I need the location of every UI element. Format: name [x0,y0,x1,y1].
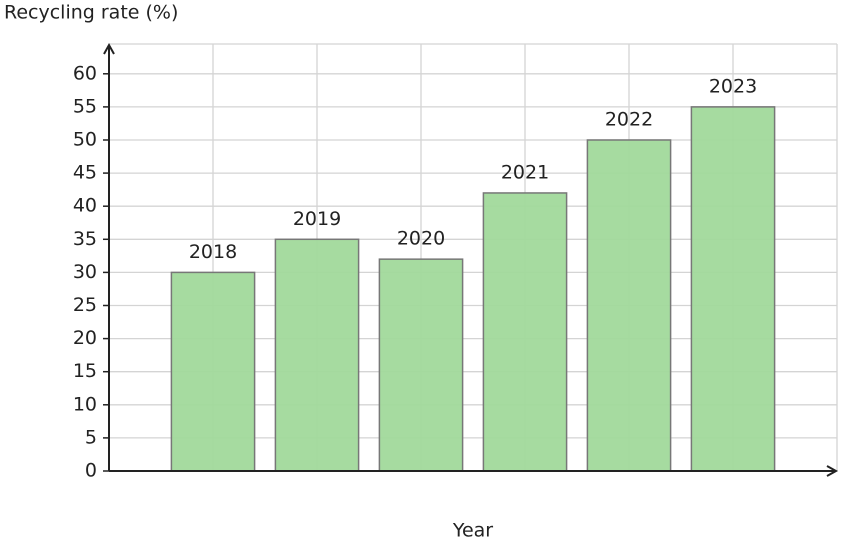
y-tick-label: 20 [73,327,97,349]
bar-label: 2023 [709,75,757,97]
y-tick-label: 0 [85,460,97,482]
y-axis [103,42,115,471]
y-tick-label: 50 [73,128,97,150]
y-tick-label: 5 [85,426,97,448]
bar [586,139,672,472]
bar [482,192,568,472]
y-tick-label: 45 [73,162,97,184]
y-tick-label: 10 [73,393,97,415]
y-tick-label: 25 [73,294,97,316]
bar-label: 2020 [397,228,445,250]
y-tick-label: 60 [73,62,97,84]
y-tick-label: 55 [73,95,97,117]
y-axis-label: Recycling rate (%) [4,2,178,24]
bar [378,258,464,472]
bar-label: 2022 [605,108,653,130]
bar [170,271,256,472]
y-tick-label: 15 [73,360,97,382]
y-tick-label: 35 [73,228,97,250]
y-tick-label: 40 [73,195,97,217]
bar-label: 2021 [501,161,549,183]
x-axis [109,465,839,477]
bar-label: 2018 [189,241,237,263]
x-axis-label: Year [452,520,493,542]
bar-label: 2019 [293,208,341,230]
bar [690,106,776,472]
y-tick-label: 30 [73,261,97,283]
bar [274,238,360,472]
